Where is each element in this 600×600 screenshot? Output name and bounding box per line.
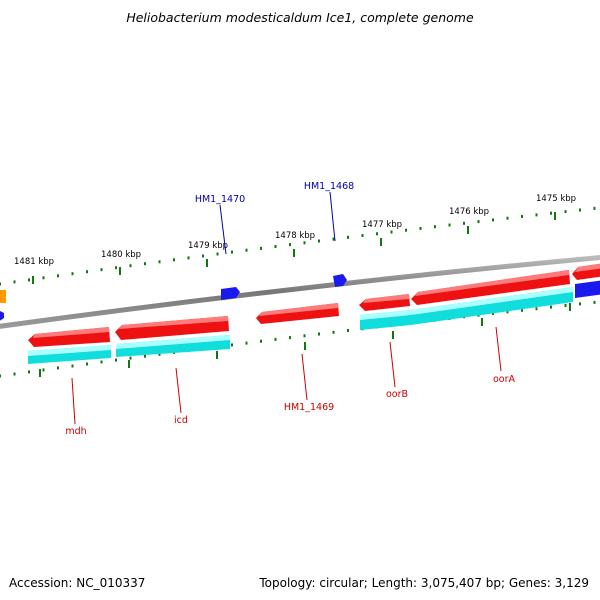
tick-label-1478: 1478 kbp — [275, 231, 315, 241]
cyan-block-oorB-highlight — [360, 310, 411, 320]
genome-summary-text: Topology: circular; Length: 3,075,407 bp… — [259, 576, 589, 590]
map-title: Heliobacterium modesticaldum Ice1, compl… — [126, 10, 474, 25]
accession-text: Accession: NC_010337 — [9, 576, 146, 590]
gene-label-hm1-1470[interactable]: HM1_1470 — [195, 194, 245, 205]
feature-hm1-1470[interactable] — [221, 287, 240, 300]
gene-icd-highlight — [119, 316, 228, 329]
leader-hm1-1468 — [329, 191, 336, 242]
outer-minor-ticks — [0, 206, 596, 286]
cyan-block-icd-highlight — [116, 335, 230, 349]
gene-oorB-highlight — [363, 294, 409, 303]
outer-ruler: 1481 kbp 1480 kbp 1479 kbp 1478 kbp 1477… — [0, 194, 596, 286]
small-features — [0, 274, 347, 322]
tick-label-1479: 1479 kbp — [188, 241, 228, 251]
gene-label-oorB[interactable]: oorB — [386, 389, 408, 400]
blue-block-edge[interactable] — [575, 280, 600, 298]
gene-mdh-highlight — [33, 327, 109, 338]
tick-label-1481: 1481 kbp — [14, 257, 54, 267]
leader-mdh — [71, 377, 76, 425]
leader-hm1-1469 — [301, 353, 308, 401]
gene-label-hm1-1469[interactable]: HM1_1469 — [284, 402, 334, 413]
feature-blue-left[interactable] — [0, 310, 4, 322]
genome-backbone — [0, 254, 600, 329]
leader-hm1-1470 — [219, 204, 227, 255]
gene-label-hm1-1468[interactable]: HM1_1468 — [304, 181, 354, 192]
tick-label-1477: 1477 kbp — [362, 220, 402, 230]
tick-label-1476: 1476 kbp — [449, 207, 489, 217]
cds-ring-red — [28, 263, 600, 347]
gene-label-icd[interactable]: icd — [174, 415, 188, 426]
rna-ring-cyan — [28, 280, 600, 364]
feature-orange[interactable] — [0, 290, 6, 303]
leader-oorA — [495, 326, 502, 372]
leader-icd — [175, 367, 182, 414]
cyan-block-oorA-highlight — [411, 287, 573, 315]
gene-hm1-1469-highlight — [259, 303, 338, 316]
feature-hm1-1468[interactable] — [333, 274, 347, 287]
gene-labels: mdh icd HM1_1469 oorB oorA HM1_1470 HM1_… — [65, 181, 515, 437]
label-leaders — [71, 191, 502, 425]
gene-oorA-highlight — [415, 270, 569, 296]
tick-label-1475: 1475 kbp — [536, 194, 576, 204]
gene-label-mdh[interactable]: mdh — [65, 426, 86, 437]
tick-label-1480: 1480 kbp — [101, 250, 141, 260]
gene-label-oorA[interactable]: oorA — [493, 374, 516, 385]
cyan-block-mdh-highlight — [28, 345, 111, 356]
gene-next-highlight — [575, 263, 600, 272]
leader-oorB — [389, 341, 396, 388]
